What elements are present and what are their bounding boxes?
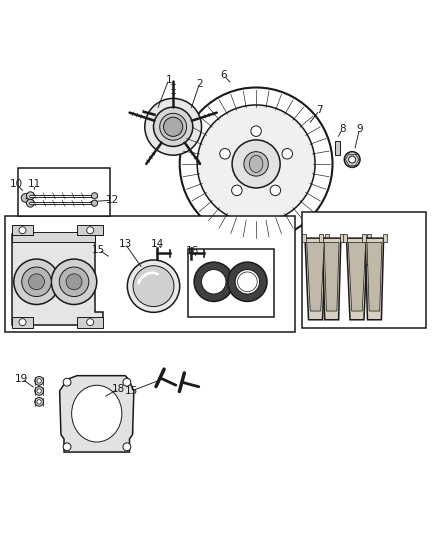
Text: 13: 13 <box>119 239 132 249</box>
Circle shape <box>66 274 82 290</box>
Bar <box>383 234 387 242</box>
Text: 1: 1 <box>166 75 172 85</box>
Circle shape <box>87 227 94 234</box>
Bar <box>77 225 103 235</box>
Text: 15: 15 <box>125 386 138 396</box>
Bar <box>319 234 323 242</box>
Text: 6: 6 <box>220 70 227 80</box>
Circle shape <box>235 270 260 294</box>
Circle shape <box>160 114 187 140</box>
Circle shape <box>244 152 268 176</box>
Polygon shape <box>60 376 134 452</box>
Bar <box>12 317 33 328</box>
Bar <box>302 212 426 328</box>
Polygon shape <box>346 238 367 320</box>
Text: 10: 10 <box>10 180 23 189</box>
Circle shape <box>35 376 43 385</box>
Circle shape <box>270 185 281 196</box>
Circle shape <box>232 185 242 196</box>
Circle shape <box>26 199 34 207</box>
Text: 18: 18 <box>112 384 125 394</box>
Circle shape <box>35 398 43 406</box>
Circle shape <box>87 319 94 326</box>
Circle shape <box>37 389 41 393</box>
Bar <box>325 234 329 242</box>
Circle shape <box>133 266 174 306</box>
Text: 15: 15 <box>92 245 106 255</box>
Circle shape <box>22 267 51 296</box>
Circle shape <box>59 267 89 296</box>
Circle shape <box>37 379 41 383</box>
Circle shape <box>220 149 230 159</box>
Circle shape <box>123 378 131 386</box>
Circle shape <box>201 270 226 294</box>
Bar <box>335 141 340 155</box>
Circle shape <box>251 126 261 136</box>
Circle shape <box>232 140 280 188</box>
Circle shape <box>163 117 183 136</box>
Circle shape <box>145 99 201 155</box>
Circle shape <box>28 274 44 290</box>
Bar <box>12 231 95 243</box>
Circle shape <box>92 200 98 206</box>
Circle shape <box>14 259 59 304</box>
Circle shape <box>153 107 193 147</box>
Circle shape <box>349 156 356 163</box>
Bar <box>188 249 274 317</box>
Circle shape <box>19 227 26 234</box>
Polygon shape <box>324 243 339 311</box>
Circle shape <box>197 105 315 223</box>
Circle shape <box>35 386 43 395</box>
Polygon shape <box>322 238 341 320</box>
Bar <box>367 234 371 242</box>
Bar <box>18 168 110 216</box>
Text: 8: 8 <box>339 124 346 134</box>
Bar <box>362 234 366 242</box>
Circle shape <box>19 319 26 326</box>
Circle shape <box>228 262 267 302</box>
Text: 19: 19 <box>15 374 28 384</box>
Circle shape <box>63 378 71 386</box>
Polygon shape <box>348 243 366 311</box>
Polygon shape <box>12 234 103 326</box>
Text: 2: 2 <box>196 79 203 89</box>
Bar <box>12 225 33 235</box>
Text: 17: 17 <box>367 255 381 265</box>
Text: 9: 9 <box>356 124 363 134</box>
Circle shape <box>37 400 41 404</box>
Bar <box>77 317 103 328</box>
Bar <box>5 216 295 332</box>
Bar <box>340 234 344 242</box>
Circle shape <box>63 443 71 451</box>
Bar <box>343 234 347 242</box>
Circle shape <box>21 193 30 203</box>
Text: 7: 7 <box>316 105 323 115</box>
Text: 14: 14 <box>151 239 165 249</box>
Polygon shape <box>367 243 382 311</box>
Polygon shape <box>307 243 324 311</box>
Ellipse shape <box>249 155 263 173</box>
Circle shape <box>51 259 97 304</box>
Ellipse shape <box>72 385 122 442</box>
Circle shape <box>194 262 233 302</box>
Text: 11: 11 <box>28 180 41 189</box>
Circle shape <box>282 149 293 159</box>
Circle shape <box>92 193 98 199</box>
Bar <box>301 234 306 242</box>
Circle shape <box>127 260 180 312</box>
Polygon shape <box>365 238 384 320</box>
Polygon shape <box>305 238 326 320</box>
Circle shape <box>26 192 34 200</box>
Text: 16: 16 <box>186 246 199 256</box>
Circle shape <box>344 152 360 167</box>
Text: 12: 12 <box>106 195 119 205</box>
Circle shape <box>123 443 131 451</box>
